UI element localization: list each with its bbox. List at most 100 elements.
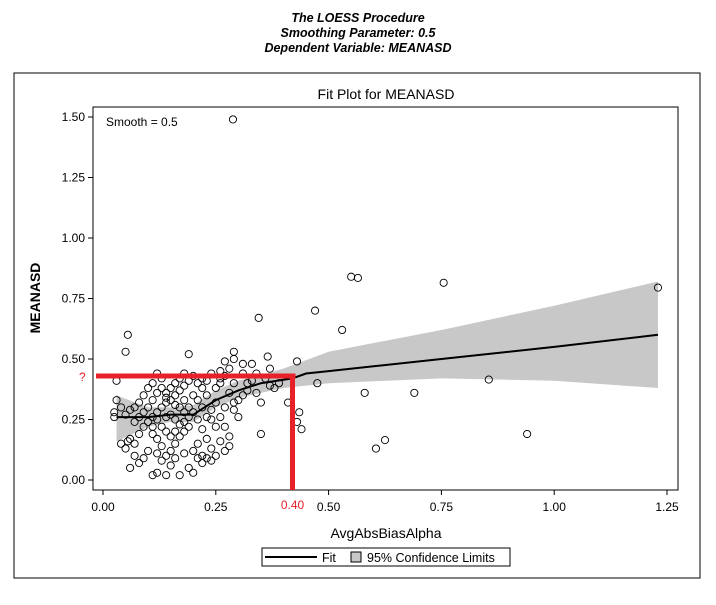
data-point bbox=[166, 461, 175, 470]
smoothing-parameter-title: Smoothing Parameter: 0.5 bbox=[280, 26, 436, 40]
data-point bbox=[162, 413, 171, 422]
data-point bbox=[166, 396, 175, 405]
data-point bbox=[198, 451, 207, 460]
data-point bbox=[180, 417, 189, 426]
smooth-label: Smooth = 0.5 bbox=[106, 115, 178, 129]
data-point bbox=[148, 396, 157, 405]
data-point bbox=[252, 388, 261, 397]
data-point bbox=[162, 451, 171, 460]
data-point bbox=[193, 415, 202, 424]
data-point bbox=[216, 413, 225, 422]
data-point bbox=[180, 408, 189, 417]
data-point bbox=[371, 444, 381, 453]
data-point bbox=[347, 272, 356, 281]
data-point bbox=[184, 403, 193, 412]
data-point bbox=[202, 434, 211, 443]
data-point bbox=[175, 386, 184, 395]
data-point bbox=[116, 403, 126, 412]
y-tick-label: 1.50 bbox=[62, 110, 86, 124]
data-point bbox=[653, 283, 663, 292]
data-point bbox=[184, 413, 193, 422]
data-point bbox=[144, 446, 153, 456]
fit-line bbox=[116, 333, 659, 419]
data-point bbox=[180, 449, 189, 458]
data-point bbox=[265, 364, 274, 373]
data-point bbox=[225, 432, 234, 441]
data-point bbox=[360, 388, 369, 397]
data-point bbox=[148, 429, 157, 439]
x-tick-label: 0.25 bbox=[204, 500, 228, 514]
data-point bbox=[270, 383, 279, 393]
data-point bbox=[126, 463, 135, 472]
data-point bbox=[523, 429, 532, 439]
data-point bbox=[157, 383, 166, 393]
data-point bbox=[211, 383, 220, 393]
data-point bbox=[121, 347, 130, 356]
data-point bbox=[189, 446, 198, 456]
data-point bbox=[153, 388, 162, 397]
data-point bbox=[126, 405, 135, 414]
dependent-variable-title: Dependent Variable: MEANASD bbox=[264, 41, 452, 55]
data-point bbox=[148, 422, 157, 431]
data-point bbox=[193, 396, 202, 405]
data-point bbox=[162, 471, 171, 480]
legend-ci-label: 95% Confidence Limits bbox=[367, 551, 495, 565]
data-point bbox=[166, 446, 175, 456]
data-point bbox=[148, 471, 157, 480]
data-point bbox=[193, 454, 202, 463]
data-point bbox=[211, 451, 220, 460]
data-point bbox=[175, 471, 184, 480]
data-point bbox=[180, 381, 189, 390]
data-point bbox=[247, 359, 256, 368]
legend-ci-swatch bbox=[350, 551, 362, 563]
legend-fit-label: Fit bbox=[322, 551, 336, 565]
data-point bbox=[238, 391, 247, 400]
data-point bbox=[220, 422, 229, 431]
data-point bbox=[439, 278, 448, 287]
data-point bbox=[220, 357, 229, 366]
data-point bbox=[234, 396, 243, 405]
data-point bbox=[184, 422, 193, 431]
data-point bbox=[189, 391, 198, 400]
data-point bbox=[484, 375, 493, 384]
y-marker-label: ? bbox=[79, 370, 86, 384]
legend: Fit 95% Confidence Limits bbox=[261, 547, 511, 567]
y-tick-label: 0.75 bbox=[62, 292, 86, 306]
data-point bbox=[211, 422, 220, 431]
data-point bbox=[157, 456, 166, 465]
data-point bbox=[184, 350, 193, 359]
data-point bbox=[116, 439, 126, 448]
data-point bbox=[228, 115, 237, 124]
data-point bbox=[162, 427, 171, 436]
data-point bbox=[171, 415, 180, 424]
data-point bbox=[180, 396, 189, 405]
data-point bbox=[153, 468, 162, 477]
data-point bbox=[180, 427, 189, 436]
legend-box bbox=[261, 547, 511, 567]
data-point bbox=[313, 379, 322, 388]
data-point bbox=[202, 413, 211, 422]
data-point bbox=[171, 379, 180, 388]
x-tick-label: 0.75 bbox=[430, 500, 454, 514]
y-tick-label: 0.50 bbox=[62, 352, 86, 366]
data-point bbox=[207, 415, 216, 424]
data-point bbox=[189, 468, 198, 477]
data-point bbox=[171, 427, 180, 436]
data-point bbox=[139, 422, 148, 431]
x-tick-label: 0.50 bbox=[317, 500, 341, 514]
x-tick-label: 1.00 bbox=[543, 500, 567, 514]
y-axis-label: MEANASD bbox=[27, 263, 43, 334]
data-point bbox=[234, 413, 243, 422]
data-point bbox=[144, 417, 153, 426]
data-point bbox=[380, 436, 390, 445]
data-point bbox=[256, 398, 265, 407]
data-point bbox=[229, 405, 238, 414]
data-point bbox=[238, 359, 247, 368]
data-point bbox=[202, 391, 211, 400]
data-point bbox=[121, 410, 130, 419]
data-point bbox=[121, 444, 130, 453]
data-point bbox=[175, 403, 184, 412]
data-point bbox=[198, 425, 207, 434]
data-point bbox=[153, 434, 162, 443]
data-point bbox=[162, 393, 171, 402]
